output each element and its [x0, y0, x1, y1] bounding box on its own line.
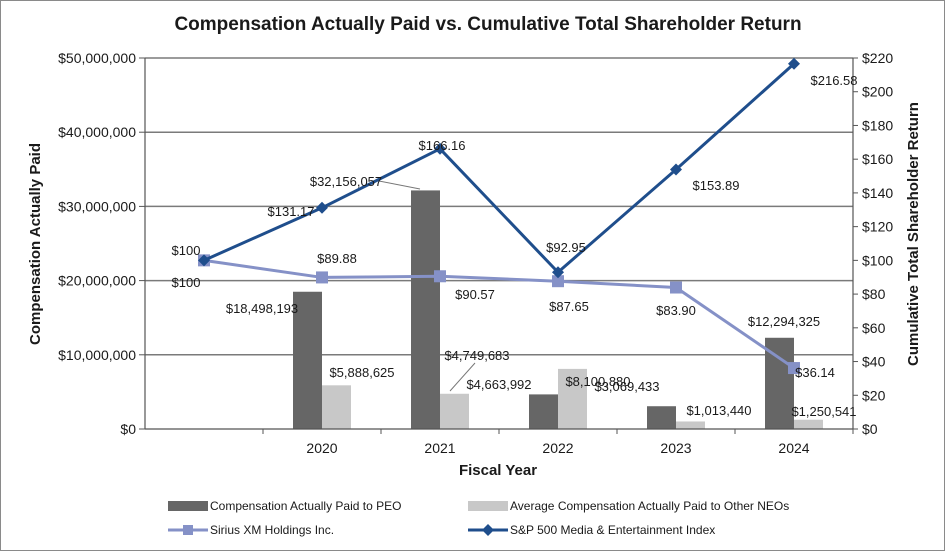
neo-data-label: $8,100,880 — [565, 374, 630, 389]
y-tick-label: $40,000,000 — [58, 124, 136, 140]
y2-tick-label: $60 — [862, 320, 886, 336]
sirius-marker — [316, 271, 328, 284]
chart-title: Compensation Actually Paid vs. Cumulativ… — [174, 14, 801, 35]
neo-bar — [676, 421, 705, 429]
x-tick-label: 2023 — [660, 440, 691, 456]
y2-tick-label: $0 — [862, 421, 878, 437]
y2-tick-label: $80 — [862, 286, 886, 302]
sirius-data-label: $36.14 — [795, 365, 835, 380]
peo-data-label: $3,069,433 — [594, 379, 659, 394]
neo-bar — [558, 368, 587, 429]
peo-data-label: $4,663,992 — [466, 377, 531, 392]
legend-swatch — [468, 501, 508, 511]
y2-tick-label: $140 — [862, 185, 893, 201]
y2-tick-label: $20 — [862, 387, 886, 403]
leader-line — [449, 362, 476, 392]
y-tick-label: $30,000,000 — [58, 198, 136, 214]
leader-line — [378, 180, 421, 190]
legend-label: Average Compensation Actually Paid to Ot… — [510, 499, 789, 513]
y2-tick-label: $180 — [862, 117, 893, 133]
peo-bar — [647, 406, 676, 429]
y-tick-label: $50,000,000 — [58, 50, 136, 66]
legend-swatch — [168, 501, 208, 511]
neo-bar — [440, 393, 469, 429]
neo-bar — [794, 419, 823, 429]
x-tick-label: 2024 — [778, 440, 809, 456]
sirius-data-label: $87.65 — [549, 299, 589, 314]
y-axis-title: Compensation Actually Paid — [27, 143, 44, 345]
sp500-marker — [198, 254, 210, 267]
y2-tick-label: $120 — [862, 219, 893, 235]
y2-tick-label: $160 — [862, 151, 893, 167]
gridlines — [145, 57, 853, 356]
legend-label: S&P 500 Media & Entertainment Index — [510, 523, 715, 537]
neo-data-label: $1,250,541 — [791, 404, 856, 419]
neo-bar — [322, 385, 351, 429]
y2-tick-label: $200 — [862, 84, 893, 100]
y-tick-label: $20,000,000 — [58, 273, 136, 289]
sirius-marker — [670, 281, 682, 294]
lines — [198, 57, 800, 375]
peo-bar — [529, 394, 558, 429]
peo-data-label: $32,156,057 — [310, 174, 382, 189]
x-axis-title: Fiscal Year — [459, 462, 537, 479]
legend-label: Compensation Actually Paid to PEO — [210, 499, 401, 513]
series-line-3 — [203, 62, 796, 274]
peo-data-label: $12,294,325 — [748, 314, 820, 329]
x-tick-label: 2021 — [424, 440, 455, 456]
sp500-marker — [670, 163, 682, 176]
sirius-marker — [552, 275, 564, 288]
sp500-marker — [552, 266, 564, 279]
y2-tick-label: $40 — [862, 354, 886, 370]
neo-data-label: $4,749,683 — [444, 348, 509, 363]
sp500-data-label: $216.58 — [811, 73, 858, 88]
y2-axis-title: Cumulative Total Shareholder Return — [905, 102, 922, 366]
x-tick-label: 2020 — [306, 440, 337, 456]
x-tick-label: 2022 — [542, 440, 573, 456]
y-tick-label: $10,000,000 — [58, 347, 136, 363]
peo-data-label: $18,498,193 — [226, 301, 298, 316]
sp500-marker — [316, 201, 328, 214]
sp500-data-label: $131.17 — [268, 204, 315, 219]
legend: Compensation Actually Paid to PEO Average… — [168, 499, 789, 537]
sirius-data-label: $83.90 — [656, 303, 696, 318]
sp500-data-label: $153.89 — [693, 178, 740, 193]
peo-bar — [293, 291, 322, 429]
legend-marker — [482, 524, 494, 536]
sirius-data-label: $90.57 — [455, 287, 495, 302]
peo-bar — [411, 190, 440, 429]
sp500-marker — [434, 142, 446, 155]
data-labels: $18,498,193 $32,156,057 $4,663,992 $3,069,4… — [172, 73, 858, 419]
sirius-marker — [788, 362, 800, 375]
legend-label: Sirius XM Holdings Inc. — [210, 523, 334, 537]
sirius-marker — [434, 270, 446, 283]
neo-data-label: $5,888,625 — [329, 365, 394, 380]
series-line-2 — [203, 258, 795, 370]
y2-tick-label: $100 — [862, 252, 893, 268]
sirius-data-label: $100 — [172, 275, 201, 290]
axes: $0 $10,000,000 $20,000,000 $30,000,000 $40,0… — [58, 50, 893, 456]
legend-marker — [183, 525, 193, 535]
neo-data-label: $1,013,440 — [686, 403, 751, 418]
sp500-data-label: $166.16 — [419, 138, 466, 153]
sirius-data-label: $89.88 — [317, 251, 357, 266]
sp500-data-label: $92.95 — [546, 240, 586, 255]
bars — [293, 190, 823, 429]
y-tick-label: $0 — [120, 421, 136, 437]
y2-tick-label: $220 — [862, 50, 893, 66]
sp500-marker — [788, 57, 800, 70]
sp500-data-label: $100 — [172, 243, 201, 258]
